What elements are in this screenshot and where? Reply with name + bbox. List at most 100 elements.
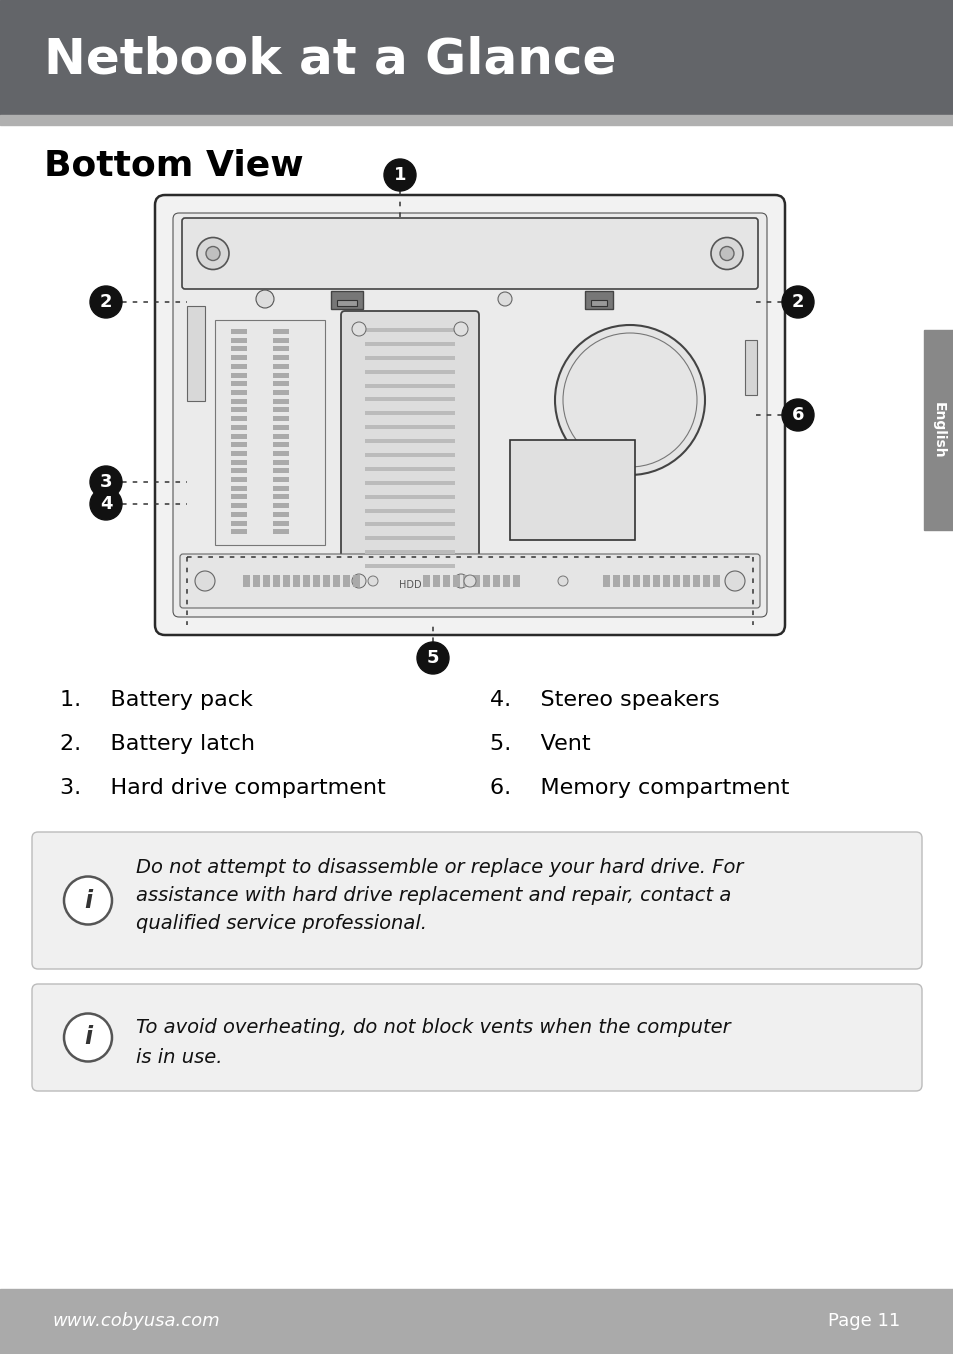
- Bar: [0, 0, 953, 115]
- Bar: [231, 416, 247, 421]
- Bar: [273, 372, 289, 378]
- Bar: [273, 459, 289, 464]
- Text: 3: 3: [100, 473, 112, 492]
- Text: 3.  Hard drive compartment: 3. Hard drive compartment: [60, 779, 385, 798]
- Circle shape: [64, 876, 112, 925]
- FancyBboxPatch shape: [180, 554, 760, 608]
- Text: i: i: [84, 888, 92, 913]
- Text: qualified service professional.: qualified service professional.: [136, 914, 427, 933]
- Circle shape: [64, 1014, 112, 1062]
- Bar: [243, 575, 250, 588]
- Text: 5.  Vent: 5. Vent: [490, 734, 590, 754]
- Bar: [231, 390, 247, 395]
- Bar: [336, 301, 356, 306]
- Bar: [331, 291, 363, 309]
- Bar: [273, 390, 289, 395]
- Bar: [333, 575, 339, 588]
- FancyBboxPatch shape: [340, 311, 478, 598]
- Circle shape: [454, 322, 468, 336]
- Circle shape: [454, 574, 468, 588]
- Bar: [273, 382, 289, 386]
- Bar: [273, 337, 289, 343]
- Bar: [231, 451, 247, 456]
- Bar: [231, 520, 247, 525]
- FancyBboxPatch shape: [172, 213, 766, 617]
- Text: English: English: [931, 402, 945, 458]
- Text: 2: 2: [791, 292, 803, 311]
- Bar: [231, 364, 247, 368]
- Bar: [602, 575, 609, 588]
- Bar: [231, 459, 247, 464]
- Bar: [273, 443, 289, 447]
- FancyBboxPatch shape: [182, 218, 758, 288]
- Circle shape: [558, 575, 567, 586]
- Bar: [0, 1289, 953, 1354]
- Circle shape: [497, 292, 512, 306]
- Circle shape: [90, 286, 122, 318]
- Bar: [365, 454, 455, 458]
- Bar: [273, 512, 289, 517]
- Text: 5: 5: [426, 649, 438, 668]
- Bar: [273, 408, 289, 413]
- Bar: [473, 575, 479, 588]
- Bar: [231, 355, 247, 360]
- Bar: [365, 523, 455, 527]
- Bar: [365, 328, 455, 332]
- Bar: [584, 291, 613, 309]
- Circle shape: [710, 237, 742, 269]
- Bar: [283, 575, 290, 588]
- Bar: [453, 575, 459, 588]
- Bar: [273, 486, 289, 490]
- Bar: [273, 347, 289, 352]
- Bar: [365, 509, 455, 513]
- Bar: [422, 575, 430, 588]
- Bar: [923, 330, 953, 529]
- Bar: [433, 575, 439, 588]
- Circle shape: [781, 286, 813, 318]
- Bar: [365, 425, 455, 429]
- Text: 2.  Battery latch: 2. Battery latch: [60, 734, 254, 754]
- Text: Netbook at a Glance: Netbook at a Glance: [44, 35, 616, 84]
- Bar: [231, 512, 247, 517]
- Bar: [303, 575, 310, 588]
- Circle shape: [352, 574, 366, 588]
- Bar: [273, 494, 289, 500]
- Text: www.cobyusa.com: www.cobyusa.com: [52, 1312, 219, 1331]
- Circle shape: [196, 237, 229, 269]
- Text: 2: 2: [100, 292, 112, 311]
- Bar: [273, 575, 280, 588]
- Bar: [692, 575, 700, 588]
- Bar: [273, 364, 289, 368]
- Bar: [365, 370, 455, 374]
- Bar: [343, 575, 350, 588]
- Bar: [273, 520, 289, 525]
- Circle shape: [368, 575, 377, 586]
- Circle shape: [255, 290, 274, 307]
- Text: Bottom View: Bottom View: [44, 148, 303, 181]
- Bar: [590, 301, 606, 306]
- Bar: [187, 306, 205, 401]
- Bar: [273, 504, 289, 508]
- Bar: [744, 340, 757, 395]
- Bar: [365, 356, 455, 360]
- Bar: [365, 398, 455, 401]
- Bar: [633, 575, 639, 588]
- Circle shape: [720, 246, 733, 260]
- Bar: [253, 575, 260, 588]
- FancyBboxPatch shape: [32, 984, 921, 1091]
- Bar: [231, 433, 247, 439]
- Bar: [231, 486, 247, 490]
- Bar: [273, 451, 289, 456]
- Bar: [652, 575, 659, 588]
- Bar: [365, 383, 455, 387]
- Text: 6: 6: [791, 406, 803, 424]
- Text: 4.  Stereo speakers: 4. Stereo speakers: [490, 691, 719, 709]
- Bar: [702, 575, 709, 588]
- Bar: [273, 416, 289, 421]
- Text: is in use.: is in use.: [136, 1048, 222, 1067]
- Circle shape: [206, 246, 220, 260]
- Bar: [482, 575, 490, 588]
- Bar: [365, 494, 455, 498]
- Bar: [263, 575, 270, 588]
- Bar: [510, 440, 635, 540]
